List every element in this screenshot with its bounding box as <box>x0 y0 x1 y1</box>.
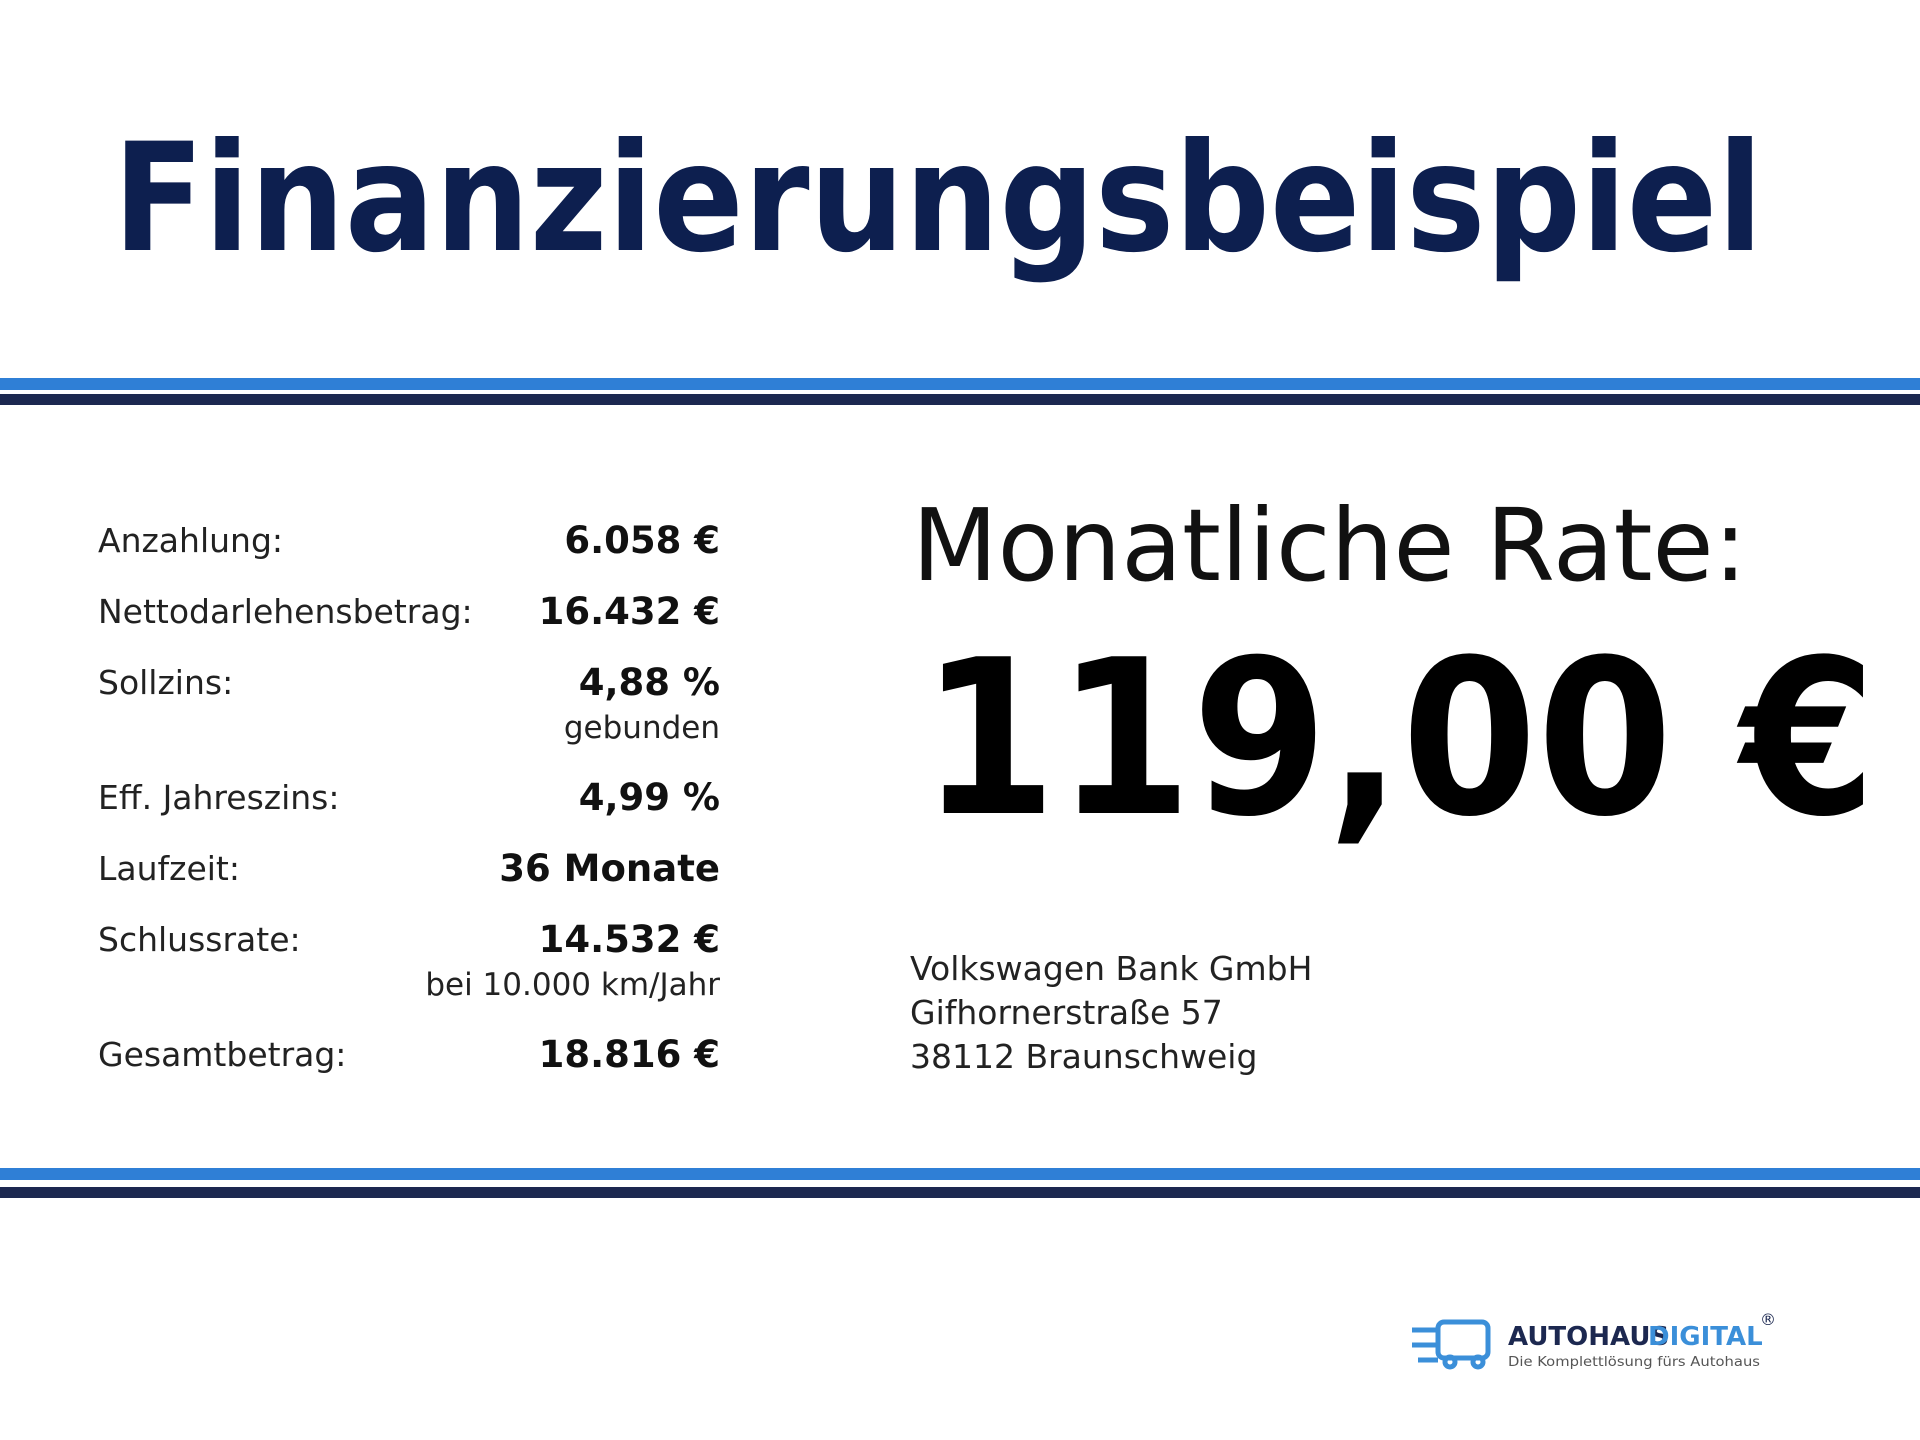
logo-name: AUTOHAUS <box>1508 1322 1669 1352</box>
divider-navy <box>0 394 1920 405</box>
row-value: 16.432 € <box>539 590 720 633</box>
lender: Volkswagen Bank GmbH Gifhornerstraße 57 38… <box>910 949 1312 1076</box>
row-label: Eff. Jahreszins: <box>98 778 340 817</box>
logo-icon <box>1412 1319 1491 1370</box>
logo-name-accent: DIGITAL <box>1648 1322 1763 1352</box>
lender-line: 38112 Braunschweig <box>910 1037 1257 1076</box>
details: Anzahlung: 6.058 € Nettodarlehensbetrag: 16… <box>98 519 720 1076</box>
rate-value: 119,00 € <box>921 613 1876 864</box>
row-label: Laufzeit: <box>98 849 240 888</box>
row-note: bei 10.000 km/Jahr <box>425 967 720 1003</box>
rate-label: Monatliche Rate: <box>912 487 1747 604</box>
logo-tagline: Die Komplettlösung fürs Autohaus <box>1508 1355 1760 1370</box>
row-note: gebunden <box>564 710 720 746</box>
lender-line: Gifhornerstraße 57 <box>910 993 1223 1032</box>
lender-line: Volkswagen Bank GmbH <box>910 949 1312 988</box>
row-value: 6.058 € <box>564 519 720 562</box>
row-value: 18.816 € <box>539 1033 720 1076</box>
row-label: Nettodarlehensbetrag: <box>98 592 473 631</box>
row-label: Schlussrate: <box>98 920 301 959</box>
divider-blue <box>0 1168 1920 1180</box>
divider-navy <box>0 1187 1920 1198</box>
logo-registered: ® <box>1760 1310 1776 1329</box>
row-value: 4,99 % <box>579 776 720 819</box>
title: Finanzierungsbeispiel <box>113 112 1763 286</box>
row-value: 14.532 € <box>539 918 720 961</box>
row-label: Sollzins: <box>98 663 233 702</box>
row-label: Gesamtbetrag: <box>98 1035 346 1074</box>
row-value: 4,88 % <box>579 661 720 704</box>
row-value: 36 Monate <box>499 847 720 890</box>
row-label: Anzahlung: <box>98 521 283 560</box>
logo: AUTOHAUS DIGITAL ® Die Komplettlösung fü… <box>1412 1310 1776 1370</box>
divider-blue <box>0 378 1920 390</box>
